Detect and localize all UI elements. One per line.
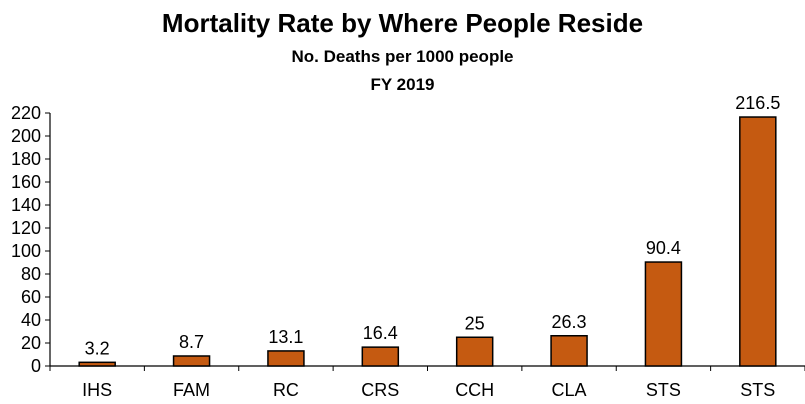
x-tick-label: CRS [361,380,399,400]
chart-subtitle: No. Deaths per 1000 people [291,47,514,66]
y-tick-label: 200 [11,126,41,146]
x-tick-label: CLA [552,380,587,400]
y-tick-label: 160 [11,172,41,192]
data-label: 3.2 [85,338,110,358]
chart-subtitle-year: FY 2019 [370,75,435,94]
y-tick-label: 20 [21,333,41,353]
y-tick-label: 80 [21,264,41,284]
x-tick-label: STS [740,380,775,400]
bar-rc-2 [267,350,305,367]
y-tick-label: 100 [11,241,41,261]
x-tick-label: IHS [82,380,112,400]
y-tick-label: 140 [11,195,41,215]
y-tick-label: 0 [31,356,41,376]
x-tick-label: RC [273,380,299,400]
bar-fam-1 [172,355,211,367]
bar-cla-5 [550,335,588,367]
data-label: 216.5 [735,93,780,113]
y-tick-label: 60 [21,287,41,307]
x-tick-label: CCH [455,380,494,400]
data-label: 25 [465,313,485,333]
data-label: 16.4 [363,323,398,343]
data-label: 8.7 [179,332,204,352]
bar-sts-7 [739,116,777,367]
data-label: 13.1 [268,327,303,347]
bar-cch-4 [455,336,494,367]
bar-ihs-0 [78,361,116,367]
x-tick-label: FAM [173,380,210,400]
chart-title: Mortality Rate by Where People Reside [161,8,644,38]
data-label: 90.4 [646,238,681,258]
data-label: 26.3 [552,312,587,332]
bar-sts-6 [644,261,683,367]
y-tick-label: 180 [11,149,41,169]
x-tick-label: STS [646,380,681,400]
y-tick-label: 220 [11,103,41,123]
y-tick-label: 120 [11,218,41,238]
bar-crs-3 [361,346,400,367]
y-tick-label: 40 [21,310,41,330]
